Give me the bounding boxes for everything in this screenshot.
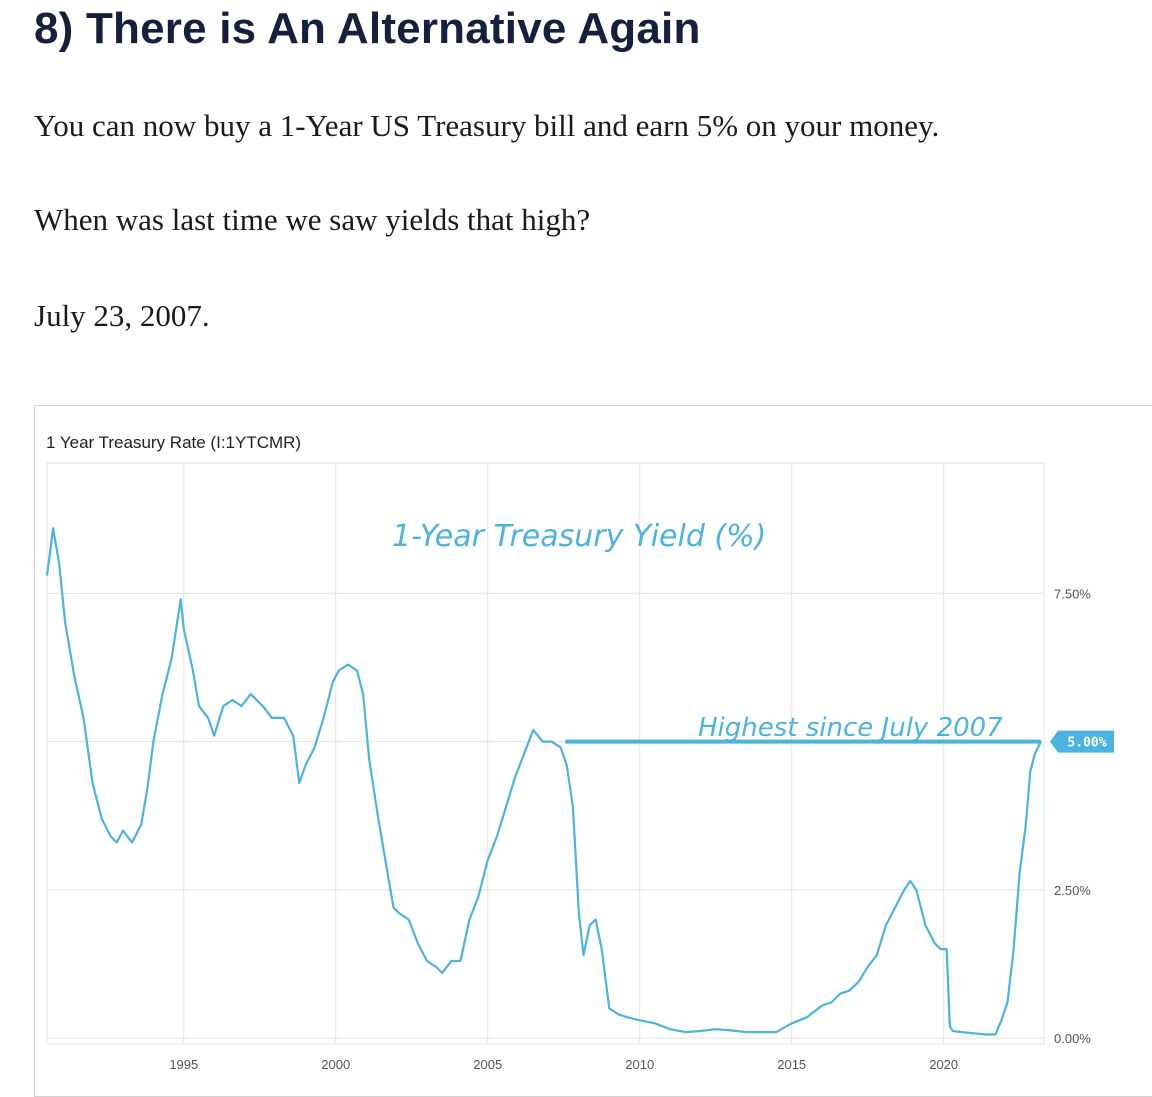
treasury-rate-chart: 1 Year Treasury Rate (I:1YTCMR) 1995 2000… — [34, 405, 1152, 1097]
axis-labels: 1995 2000 2005 2010 2015 2020 0.00% 2.50% 7.50% 5… — [169, 586, 1114, 1072]
latest-value-badge — [1050, 730, 1114, 753]
y-tick-label: 0.00% — [1054, 1031, 1091, 1046]
chart-annotation-title: 1-Year Treasury Yield (%) — [392, 519, 766, 554]
chart-canvas: 1 Year Treasury Rate (I:1YTCMR) 1995 2000… — [45, 433, 1114, 1072]
plot-area — [46, 462, 1045, 1045]
series-layer — [45, 527, 1042, 1036]
paragraph-question: When was last time we saw yields that hi… — [34, 202, 591, 237]
x-tick-label: 2020 — [929, 1057, 958, 1072]
x-tick-label: 2015 — [777, 1057, 806, 1072]
latest-value-label: 5.00% — [1067, 736, 1106, 751]
x-tick-label: 2000 — [321, 1057, 350, 1072]
x-tick-label: 2010 — [625, 1057, 654, 1072]
x-tick-label: 2005 — [473, 1057, 502, 1072]
article-heading: 8) There is An Alternative Again — [34, 4, 701, 53]
chart-annotation-note: Highest since July 2007 — [698, 713, 1003, 743]
series-line — [45, 527, 1042, 1036]
x-tick-label: 1995 — [169, 1057, 198, 1072]
paragraph-date: July 23, 2007. — [34, 298, 210, 333]
paragraph-treasury-bill: You can now buy a 1-Year US Treasury bil… — [34, 108, 940, 143]
chart-title: 1 Year Treasury Rate (I:1YTCMR) — [46, 433, 301, 452]
y-tick-label: 7.50% — [1054, 586, 1091, 601]
y-tick-label: 2.50% — [1054, 883, 1091, 898]
